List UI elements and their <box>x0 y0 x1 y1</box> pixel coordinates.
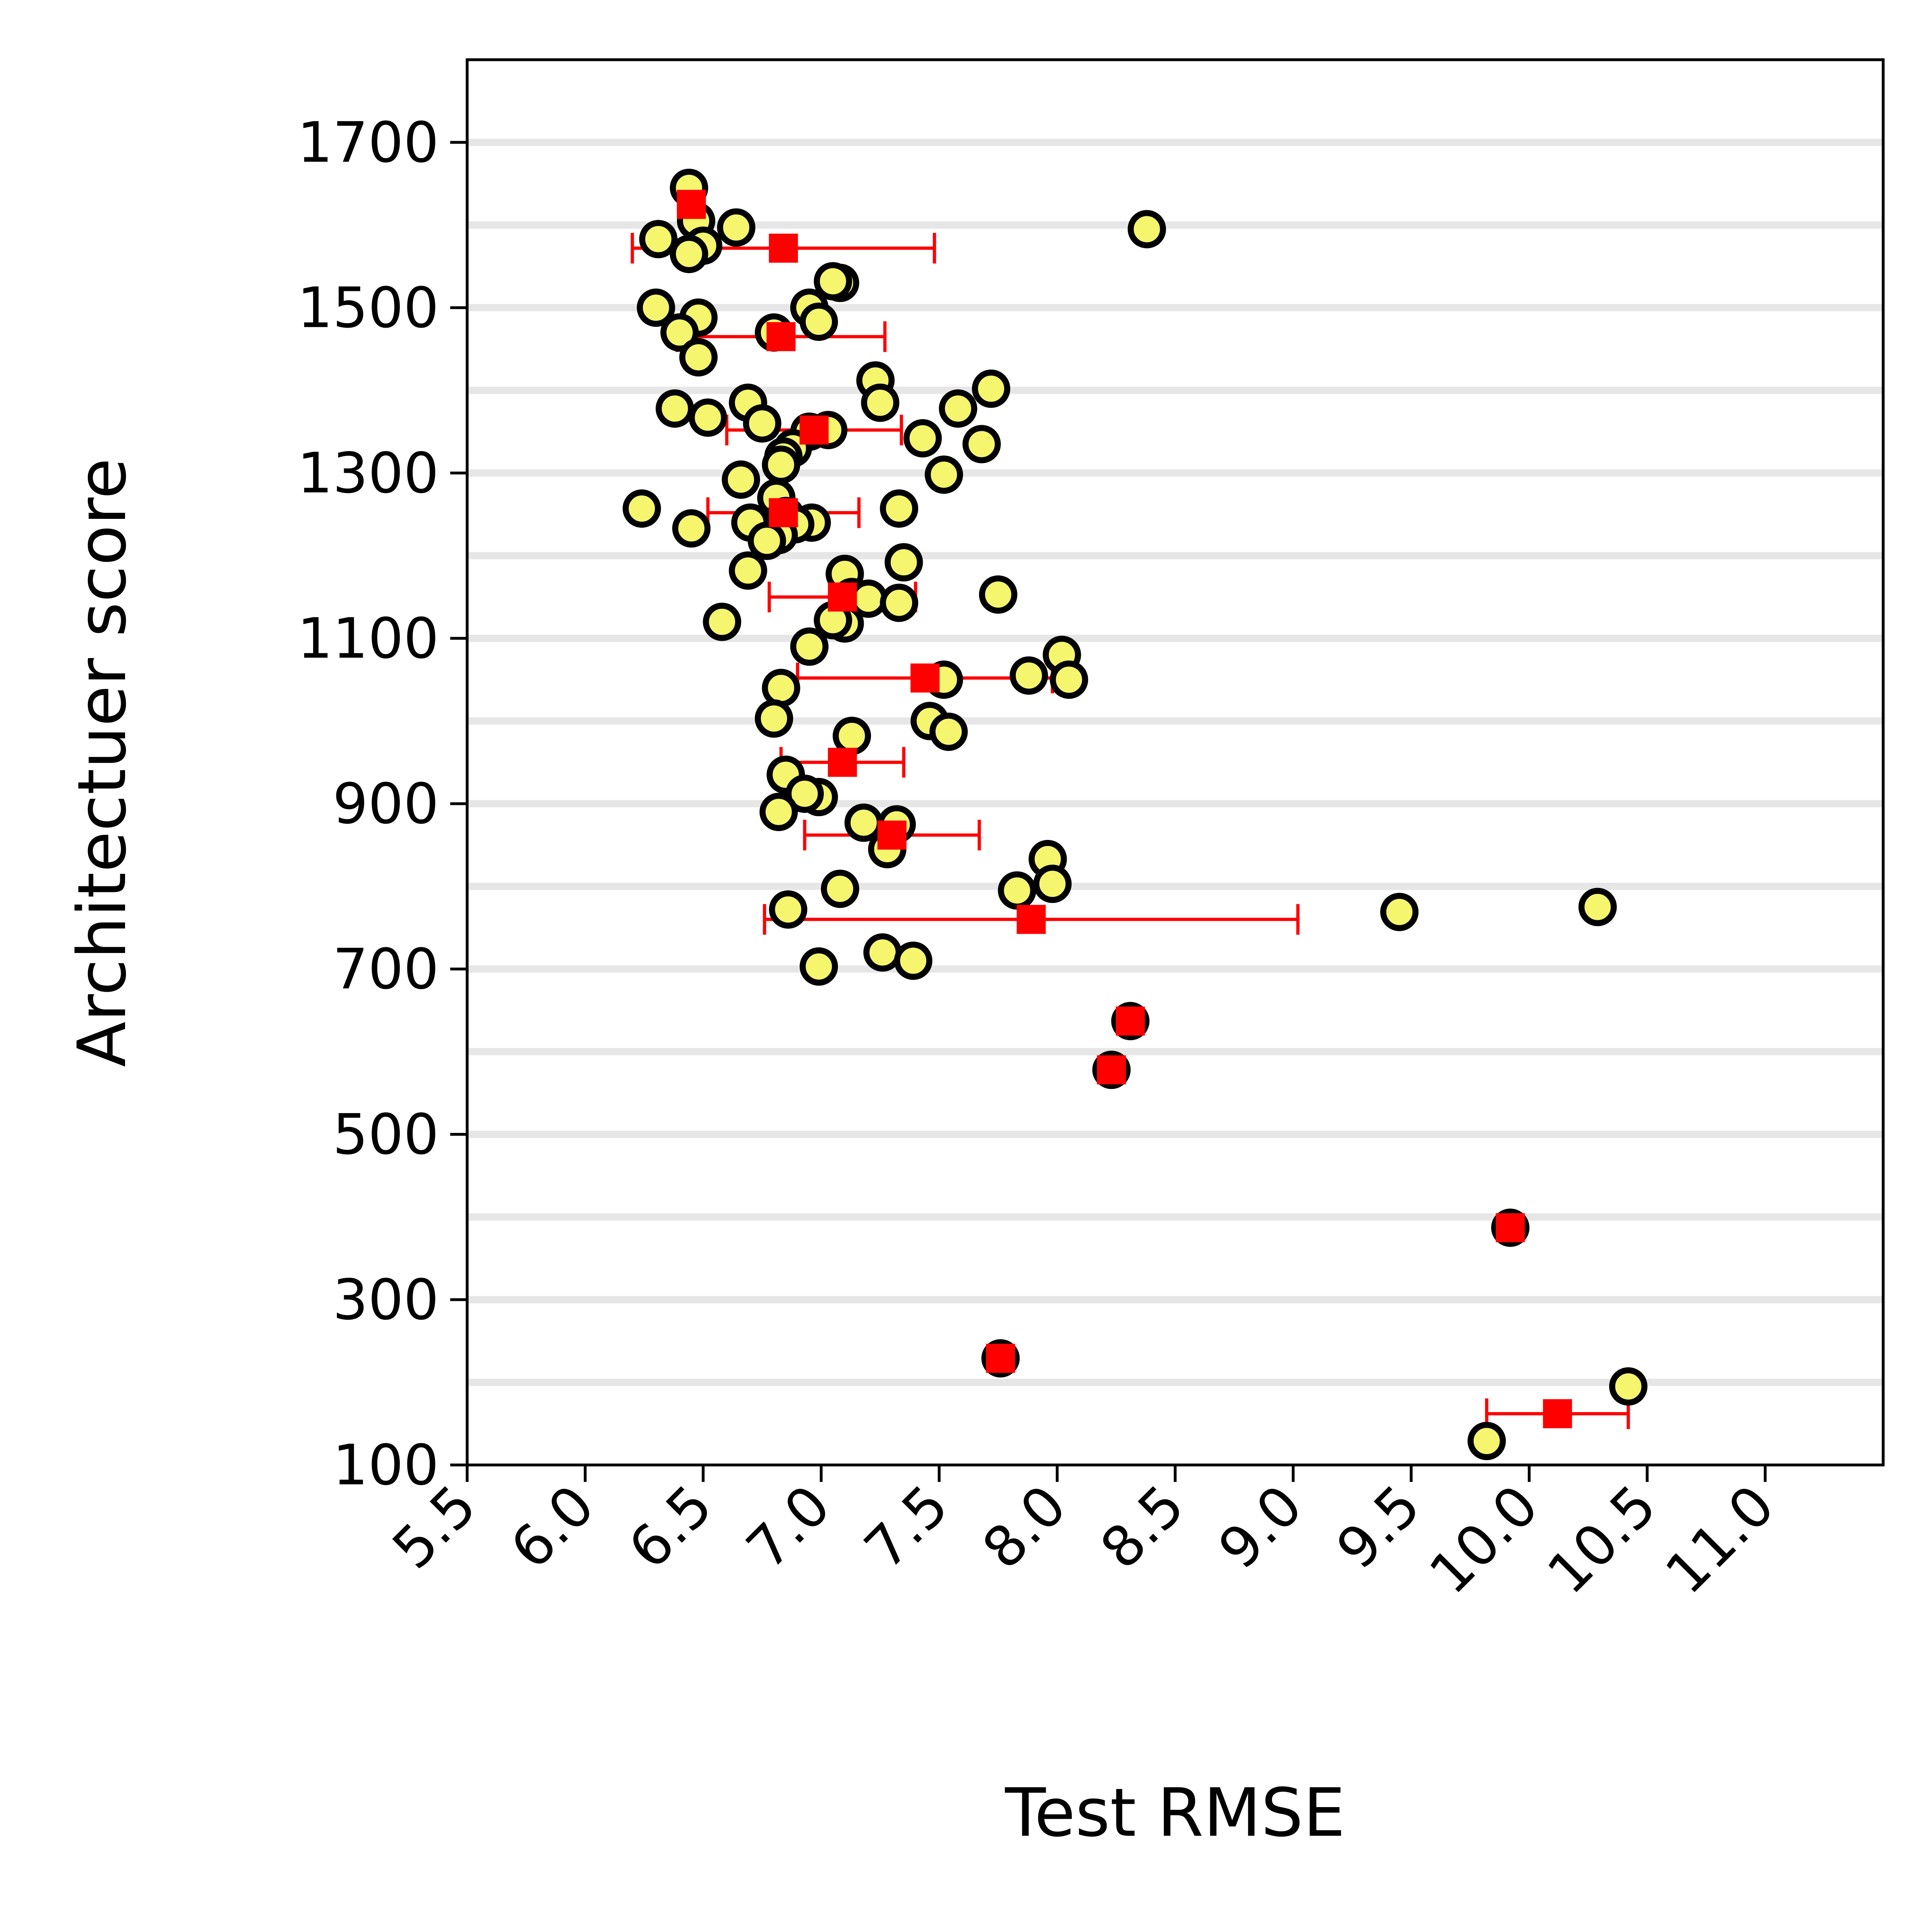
data-point <box>962 425 1001 464</box>
data-point <box>717 208 756 247</box>
y-tick-label: 100 <box>333 1433 439 1498</box>
data-point <box>769 890 808 929</box>
data-point <box>844 803 883 842</box>
data-point <box>1609 1367 1648 1406</box>
data-point <box>1467 1422 1506 1461</box>
data-point <box>894 941 933 980</box>
data-point <box>656 389 694 428</box>
data-point <box>729 551 767 590</box>
data-point <box>861 383 900 422</box>
data-point <box>759 792 798 831</box>
summary-marker <box>986 1344 1015 1373</box>
data-point <box>1009 656 1048 695</box>
summary-marker <box>910 663 940 693</box>
y-axis-title: Architectuer score <box>63 458 141 1067</box>
data-point <box>755 699 793 738</box>
data-point <box>703 602 741 641</box>
data-point <box>972 369 1011 408</box>
summary-markers <box>677 190 1572 1428</box>
data-point <box>1578 888 1617 926</box>
grid-lines <box>467 138 1883 1386</box>
data-point <box>762 445 800 484</box>
summary-marker <box>677 190 706 219</box>
data-point <box>880 489 919 528</box>
x-axis-title: Test RMSE <box>1005 1774 1345 1851</box>
y-tick-label: 500 <box>333 1102 439 1167</box>
summary-marker <box>877 820 906 850</box>
data-point <box>637 288 675 327</box>
data-point <box>689 398 727 437</box>
data-point <box>785 774 824 813</box>
data-point <box>884 543 923 582</box>
plot-frame <box>466 58 1885 1467</box>
y-tick-label: 1100 <box>297 606 439 671</box>
data-point <box>622 489 661 528</box>
data-point <box>863 933 902 972</box>
data-point <box>670 234 708 273</box>
data-point <box>979 575 1017 614</box>
data-point <box>939 389 977 428</box>
summary-marker <box>1097 1055 1126 1085</box>
y-tick-label: 300 <box>333 1267 439 1332</box>
summary-marker <box>1495 1213 1525 1242</box>
data-point <box>925 456 963 494</box>
y-tick-label: 1300 <box>297 441 439 506</box>
summary-marker <box>1017 905 1046 934</box>
summary-marker <box>769 498 798 527</box>
summary-marker <box>828 748 857 777</box>
data-point <box>880 583 919 622</box>
data-point <box>762 669 800 707</box>
summary-marker <box>1543 1399 1572 1428</box>
y-tick-label: 1700 <box>297 110 439 175</box>
data-points <box>622 169 1648 1461</box>
data-point <box>1128 210 1166 249</box>
data-point <box>679 338 718 377</box>
y-tick-label: 700 <box>333 937 439 1002</box>
data-point <box>1050 660 1088 699</box>
summary-marker <box>1115 1006 1145 1036</box>
y-tick-label: 1500 <box>297 276 439 341</box>
data-point <box>998 871 1036 910</box>
data-point <box>672 509 711 548</box>
data-point <box>929 713 968 751</box>
data-point <box>639 220 678 259</box>
data-point <box>814 262 852 301</box>
data-point <box>903 419 942 458</box>
y-axis-ticks: 100 300 500 700 900 1100 1300 1500 1700 <box>297 110 467 1498</box>
data-point <box>660 313 699 352</box>
y-tick-label: 900 <box>333 771 439 836</box>
data-point <box>722 460 760 499</box>
data-point <box>1380 892 1419 931</box>
data-point <box>748 521 786 560</box>
data-point <box>821 869 859 908</box>
summary-marker <box>828 582 857 612</box>
summary-marker <box>799 415 829 445</box>
data-point <box>790 627 829 666</box>
data-point <box>800 302 838 341</box>
data-point <box>743 404 781 443</box>
summary-marker <box>767 322 796 351</box>
data-point <box>833 717 871 755</box>
data-point <box>800 947 838 986</box>
data-point <box>1033 865 1072 903</box>
summary-marker <box>769 234 798 263</box>
